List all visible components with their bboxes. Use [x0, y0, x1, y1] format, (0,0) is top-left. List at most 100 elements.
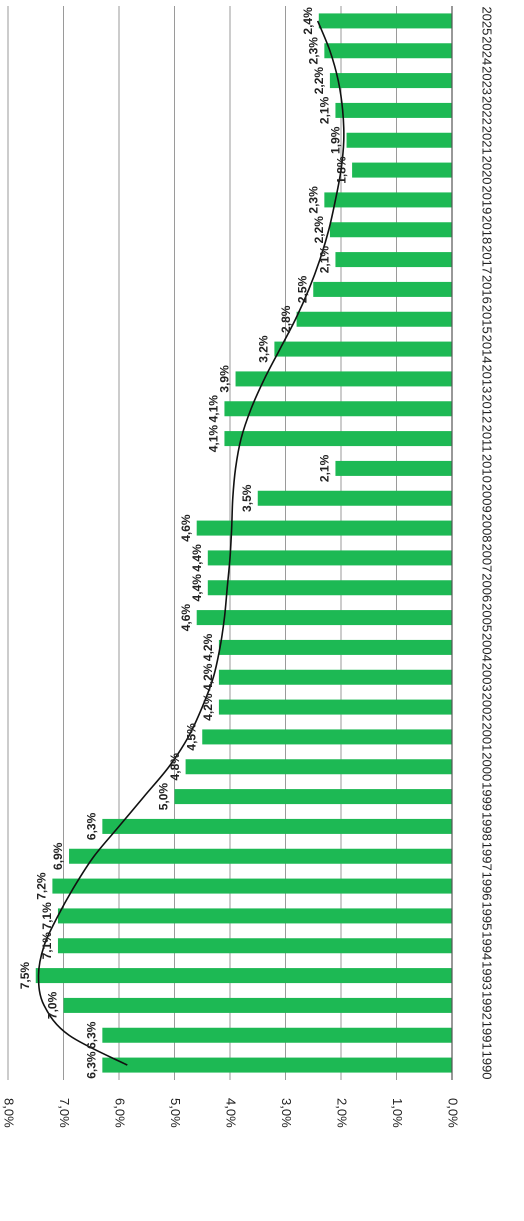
data-label: 2,1% [318, 246, 332, 274]
x-tick-label: 3,0% [279, 1098, 294, 1128]
year-label: 1995 [480, 901, 495, 930]
data-label: 7,2% [35, 872, 49, 900]
grid-lines [7, 6, 397, 1080]
bar [224, 401, 452, 417]
data-labels: 6,3% 6,3% 7,0% 7,5% 7,1% 7,1% 7,2%6,9% 6,3% 5,0%… [18, 7, 348, 1079]
bar [207, 550, 452, 566]
year-label: 2014 [480, 335, 495, 364]
year-label: 2023 [480, 66, 495, 95]
bar [324, 43, 452, 59]
bar [235, 371, 452, 387]
year-label: 1996 [480, 872, 495, 901]
x-tick-label: 7,0% [57, 1098, 72, 1128]
year-label: 2020 [480, 156, 495, 185]
year-label: 2019 [480, 185, 495, 214]
bar [174, 789, 452, 805]
trendline-path [37, 20, 345, 1066]
year-label: 1992 [480, 991, 495, 1020]
data-label: 2,2% [312, 67, 326, 95]
axes: 0,0% 1,0% 2,0% 3,0% 4,0% 5,0% 6,0% 7,0% 8,0% 1990… [2, 6, 495, 1128]
year-label: 1997 [480, 842, 495, 871]
x-tick-label: 4,0% [224, 1098, 239, 1128]
data-label: 6,9% [51, 842, 65, 870]
year-label: 1999 [480, 782, 495, 811]
data-label: 4,2% [201, 633, 215, 661]
data-label: 7,0% [46, 991, 60, 1019]
x-tick-label: 5,0% [168, 1098, 183, 1128]
year-label: 2022 [480, 96, 495, 125]
year-label: 2009 [480, 484, 495, 513]
bars [35, 13, 453, 1073]
bar [196, 520, 452, 536]
data-label: 2,5% [295, 275, 309, 303]
bar [63, 997, 452, 1013]
x-tick-label: 8,0% [2, 1098, 17, 1128]
data-label: 6,3% [85, 1021, 99, 1049]
data-label: 3,9% [218, 365, 232, 393]
bar [57, 938, 452, 954]
data-label: 1,9% [329, 126, 343, 154]
year-label: 2000 [480, 752, 495, 781]
year-label: 1993 [480, 961, 495, 990]
year-label: 2010 [480, 454, 495, 483]
data-label: 3,5% [240, 484, 254, 512]
data-label: 4,2% [201, 663, 215, 691]
data-label: 7,5% [18, 962, 32, 990]
year-label: 1998 [480, 812, 495, 841]
data-label: 2,3% [307, 186, 321, 214]
data-label: 7,1% [40, 932, 54, 960]
x-tick-label: 6,0% [113, 1098, 128, 1128]
year-label: 2003 [480, 663, 495, 692]
year-label: 2021 [480, 126, 495, 155]
x-tick-label: 2,0% [335, 1098, 350, 1128]
year-label: 2017 [480, 245, 495, 274]
bar [207, 580, 452, 596]
bar [257, 490, 452, 506]
data-label: 4,1% [207, 425, 221, 453]
data-label: 2,8% [279, 305, 293, 333]
bar [324, 192, 452, 208]
bar [346, 132, 452, 148]
data-label: 2,2% [312, 216, 326, 244]
bar [57, 908, 452, 924]
data-label: 4,6% [179, 514, 193, 542]
bar [102, 1027, 452, 1043]
year-label: 2013 [480, 364, 495, 393]
bar [52, 878, 453, 894]
bar [224, 431, 452, 447]
bar [218, 669, 452, 685]
bar [335, 102, 452, 118]
year-label: 2015 [480, 305, 495, 334]
bar [329, 222, 452, 238]
bar [196, 610, 452, 626]
data-label: 7,1% [40, 902, 54, 930]
bar [35, 968, 452, 984]
data-label: 6,3% [85, 1051, 99, 1079]
data-label: 4,2% [201, 693, 215, 721]
data-label: 6,3% [85, 812, 99, 840]
data-label: 4,4% [190, 574, 204, 602]
data-label: 2,1% [318, 96, 332, 124]
bar [352, 162, 452, 178]
bar [329, 73, 452, 89]
data-label: 2,3% [307, 37, 321, 65]
data-label: 4,4% [190, 544, 204, 572]
data-label: 4,1% [207, 395, 221, 423]
bar [102, 818, 452, 834]
year-label: 2016 [480, 275, 495, 304]
bar [274, 341, 452, 357]
year-label: 2006 [480, 573, 495, 602]
year-label: 2012 [480, 394, 495, 423]
data-label: 4,6% [179, 604, 193, 632]
year-label: 2001 [480, 722, 495, 751]
data-label: 5,0% [157, 783, 171, 811]
bar [313, 281, 452, 297]
year-label: 2005 [480, 603, 495, 632]
year-label: 2002 [480, 693, 495, 722]
year-label: 2004 [480, 633, 495, 662]
year-label: 1990 [480, 1051, 495, 1080]
trendline [37, 20, 345, 1066]
year-label: 2008 [480, 514, 495, 543]
data-label: 1,8% [334, 156, 348, 184]
